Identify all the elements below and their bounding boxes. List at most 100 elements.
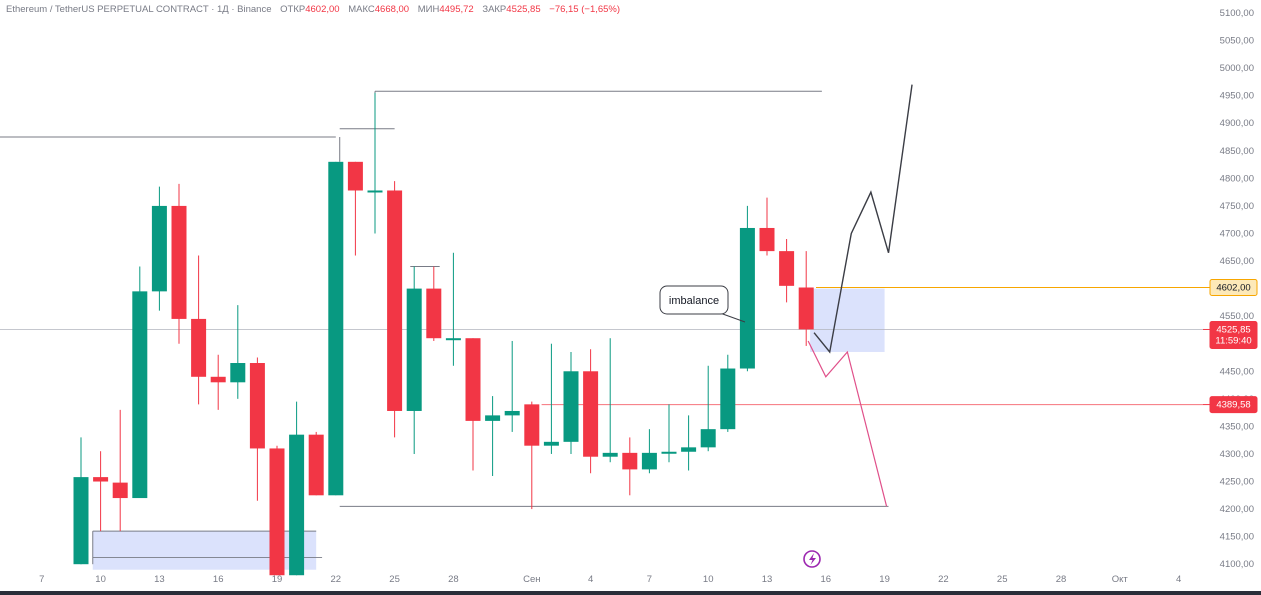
candle-body bbox=[269, 448, 285, 576]
candle-body bbox=[504, 410, 520, 416]
y-tick-label: 4300,00 bbox=[1220, 449, 1254, 460]
chart-header: Ethereum / TetherUS PERPETUAL CONTRACT ·… bbox=[6, 4, 620, 15]
candle-body bbox=[210, 376, 226, 383]
y-tick-label: 5050,00 bbox=[1220, 36, 1254, 47]
x-tick-label: 4 bbox=[1176, 574, 1181, 585]
high-label: МАКС bbox=[348, 4, 375, 15]
candle-body bbox=[93, 477, 109, 482]
candle-body bbox=[583, 371, 599, 457]
callout-box bbox=[659, 285, 729, 315]
candle-body bbox=[700, 429, 716, 448]
candle-body bbox=[563, 371, 579, 442]
x-tick-label: Сен bbox=[523, 574, 540, 585]
projection-path-pink bbox=[807, 340, 888, 507]
candle-body bbox=[739, 227, 755, 369]
open-label: ОТКР bbox=[280, 4, 306, 15]
candle-body bbox=[406, 288, 422, 411]
y-tick-label: 4700,00 bbox=[1220, 228, 1254, 239]
y-tick-label: 4950,00 bbox=[1220, 91, 1254, 102]
candle-body bbox=[230, 363, 246, 383]
candle-body bbox=[289, 434, 305, 576]
candle-body bbox=[622, 452, 638, 470]
y-tick-label: 4350,00 bbox=[1220, 421, 1254, 432]
high-value: 4668,00 bbox=[374, 4, 410, 15]
x-tick-label: 28 bbox=[1056, 574, 1067, 585]
x-tick-label: 28 bbox=[448, 574, 459, 585]
current-price-badge-text: 4525,85 bbox=[1216, 324, 1250, 335]
y-tick-label: 4800,00 bbox=[1220, 173, 1254, 184]
x-tick-label: 16 bbox=[821, 574, 832, 585]
candle-body bbox=[328, 161, 344, 496]
candle-body bbox=[681, 447, 697, 452]
candle-body bbox=[465, 338, 481, 421]
candle-body bbox=[249, 363, 265, 449]
lightning-circle-icon[interactable] bbox=[803, 550, 821, 568]
x-tick-label: 19 bbox=[879, 574, 890, 585]
current-price-badge-text: 11:59:40 bbox=[1215, 335, 1251, 346]
y-tick-label: 5000,00 bbox=[1220, 63, 1254, 74]
y-tick-label: 4250,00 bbox=[1220, 477, 1254, 488]
candle-body bbox=[779, 251, 795, 286]
imbalance-zone-0 bbox=[810, 288, 885, 352]
candle-body bbox=[641, 452, 657, 470]
bottom-bar bbox=[0, 591, 1261, 595]
candle-body bbox=[73, 477, 89, 565]
lightning-bolt-icon bbox=[809, 553, 816, 565]
close-label: ЗАКР bbox=[482, 4, 507, 15]
x-tick-label: 7 bbox=[39, 574, 44, 585]
y-tick-label: 4550,00 bbox=[1220, 311, 1254, 322]
candle-body bbox=[720, 368, 736, 430]
candle-body bbox=[191, 318, 207, 377]
symbol-title[interactable]: Ethereum / TetherUS PERPETUAL CONTRACT ·… bbox=[6, 4, 272, 15]
x-tick-label: 25 bbox=[389, 574, 400, 585]
y-tick-label: 4100,00 bbox=[1220, 559, 1254, 570]
callout-pointer bbox=[719, 312, 746, 323]
x-tick-label: 22 bbox=[331, 574, 342, 585]
x-tick-label: 16 bbox=[213, 574, 224, 585]
close-value: 4525,85 bbox=[506, 4, 541, 15]
candle-body bbox=[112, 482, 128, 499]
candle-body bbox=[367, 190, 383, 193]
candle-body bbox=[426, 288, 442, 339]
x-tick-label: 13 bbox=[154, 574, 165, 585]
candle-body bbox=[661, 451, 677, 454]
projection-path-black bbox=[813, 84, 913, 354]
y-tick-label: 4650,00 bbox=[1220, 256, 1254, 267]
candle-body bbox=[798, 287, 814, 330]
candle-body bbox=[132, 291, 148, 499]
x-tick-label: 7 bbox=[647, 574, 652, 585]
y-tick-label: 4900,00 bbox=[1220, 118, 1254, 129]
y-tick-label: 4850,00 bbox=[1220, 146, 1254, 157]
candle-body bbox=[308, 434, 324, 496]
y-tick-label: 4150,00 bbox=[1220, 532, 1254, 543]
candle-body bbox=[485, 415, 501, 421]
current-price-badge bbox=[1209, 320, 1258, 349]
callout-text: imbalance bbox=[669, 295, 719, 307]
x-tick-label: 19 bbox=[272, 574, 283, 585]
x-tick-label: 25 bbox=[997, 574, 1008, 585]
price-scale bbox=[1203, 0, 1261, 595]
y-tick-label: 4750,00 bbox=[1220, 201, 1254, 212]
x-tick-label: 10 bbox=[95, 574, 106, 585]
candle-body bbox=[445, 338, 461, 341]
low-value: 4495,72 bbox=[439, 4, 474, 15]
orange-price-badge bbox=[1209, 278, 1258, 296]
orange-price-badge-text: 4602,00 bbox=[1216, 282, 1250, 293]
candle-body bbox=[151, 205, 167, 292]
time-scale bbox=[0, 569, 1203, 591]
change-value: −76,15 (−1,65%) bbox=[549, 4, 621, 15]
candle-body bbox=[347, 161, 363, 191]
red-price-badge bbox=[1209, 396, 1258, 414]
low-label: МИН bbox=[417, 4, 440, 15]
x-tick-label: 22 bbox=[938, 574, 949, 585]
candle-body bbox=[171, 205, 187, 319]
x-tick-label: Окт bbox=[1112, 574, 1129, 585]
x-tick-label: 13 bbox=[762, 574, 773, 585]
candle-body bbox=[759, 227, 775, 252]
y-tick-label: 5100,00 bbox=[1220, 8, 1254, 19]
candle-body bbox=[387, 190, 403, 411]
open-value: 4602,00 bbox=[305, 4, 340, 15]
y-tick-label: 4200,00 bbox=[1220, 504, 1254, 515]
x-tick-label: 10 bbox=[703, 574, 714, 585]
